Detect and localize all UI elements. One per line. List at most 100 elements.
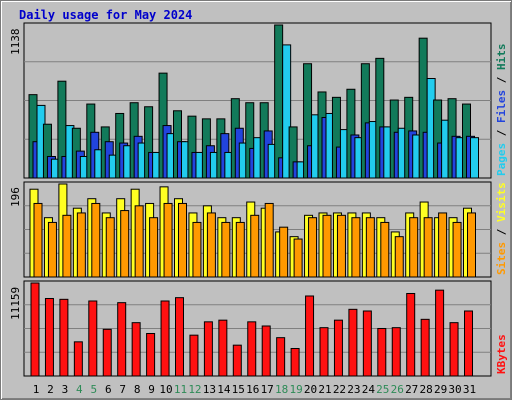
sites-bar-day-7 — [120, 210, 130, 278]
legend-part: / — [495, 123, 508, 143]
sites-bar-day-1 — [33, 202, 43, 278]
legend-part: Hits — [495, 43, 508, 71]
sites-bar-day-25 — [380, 221, 390, 278]
sites-bar-day-23 — [351, 217, 361, 278]
x-tick-label-day-28: 28 — [420, 383, 433, 396]
sites-bar-day-10 — [163, 202, 173, 278]
kbytes-bar-day-2 — [44, 297, 54, 377]
sites-bar-day-2 — [47, 221, 57, 278]
kbytes-bar-day-12 — [189, 334, 199, 377]
x-tick-label-day-24: 24 — [362, 383, 376, 396]
x-tick-label-day-9: 9 — [148, 383, 155, 396]
x-tick-label-day-6: 6 — [105, 383, 112, 396]
x-tick-label-day-17: 17 — [261, 383, 274, 396]
chart-title: Daily usage for May 2024 — [19, 8, 193, 22]
kbytes-bar-day-19 — [290, 347, 300, 377]
kbytes-ymax-label: 11159 — [9, 286, 22, 320]
sites-bar-day-27 — [409, 217, 419, 278]
kbytes-bar-day-8 — [131, 322, 141, 377]
x-tick-label-day-30: 30 — [448, 383, 461, 396]
x-tick-label-day-20: 20 — [304, 383, 317, 396]
x-tick-label-day-25: 25 — [376, 383, 389, 396]
x-tick-label-day-8: 8 — [134, 383, 141, 396]
kbytes-bar-day-5 — [88, 300, 98, 377]
kbytes-bar-day-17 — [261, 325, 271, 377]
kbytes-bar-day-11 — [175, 297, 184, 377]
kbytes-bar-day-27 — [406, 292, 416, 377]
kbytes-bar-day-14 — [218, 319, 228, 377]
kbytes-bar-day-10 — [160, 300, 170, 377]
kbytes-bar-day-31 — [464, 310, 473, 377]
kbytes-bar-day-29 — [435, 289, 445, 377]
hits-files-pages-ymax-label: 1138 — [9, 28, 22, 56]
legend-part: Pages — [495, 142, 508, 176]
x-tick-label-day-19: 19 — [289, 383, 302, 396]
visits-sites-panel — [23, 181, 492, 278]
sites-bar-day-26 — [394, 236, 404, 278]
hits-files-pages-panel — [23, 22, 492, 179]
legend-part: Sites — [495, 241, 508, 275]
x-tick-label-day-22: 22 — [333, 383, 346, 396]
sites-bar-day-16 — [250, 214, 260, 278]
hits-files-pages-legend-label: Pages / Files / Hits — [495, 44, 508, 177]
x-tick-label-day-14: 14 — [217, 383, 231, 396]
sites-bar-day-21 — [322, 214, 332, 278]
kbytes-bar-day-15 — [232, 344, 242, 377]
kbytes-bar-day-7 — [117, 302, 127, 377]
kbytes-bar-day-28 — [420, 318, 430, 377]
x-tick-label-day-13: 13 — [203, 383, 216, 396]
x-tick-label-day-10: 10 — [159, 383, 172, 396]
kbytes-bar-day-18 — [276, 337, 286, 377]
x-tick-label-day-31: 31 — [463, 383, 476, 396]
sites-bar-day-15 — [235, 221, 245, 278]
sites-bar-day-28 — [423, 217, 433, 278]
sites-bar-day-5 — [91, 202, 101, 278]
kbytes-bar-day-1 — [30, 282, 40, 377]
sites-bar-day-19 — [293, 238, 303, 278]
x-tick-label-day-16: 16 — [246, 383, 259, 396]
sites-bar-day-18 — [279, 226, 289, 278]
sites-bar-day-6 — [105, 217, 115, 278]
sites-bar-day-8 — [134, 205, 144, 278]
sites-bar-day-17 — [264, 202, 274, 278]
sites-bar-day-13 — [206, 212, 216, 278]
legend-part: Visits — [495, 182, 508, 222]
kbytes-bar-day-13 — [203, 321, 213, 377]
hits-bar-day-18 — [274, 24, 284, 179]
kbytes-legend-label: KBytes — [495, 334, 508, 374]
x-tick-label-day-29: 29 — [434, 383, 447, 396]
sites-bar-day-12 — [192, 221, 202, 278]
legend-part: / — [495, 70, 508, 90]
sites-bar-day-11 — [178, 202, 187, 278]
x-tick-label-day-18: 18 — [275, 383, 288, 396]
sites-bar-day-30 — [452, 221, 462, 278]
kbytes-panel — [23, 280, 492, 377]
kbytes-bar-day-24 — [362, 310, 372, 377]
sites-bar-day-9 — [149, 217, 159, 278]
kbytes-bar-day-16 — [247, 321, 257, 377]
x-tick-label-day-3: 3 — [62, 383, 69, 396]
legend-part: KBytes — [495, 334, 508, 374]
x-tick-label-day-23: 23 — [347, 383, 360, 396]
x-tick-label-day-2: 2 — [47, 383, 54, 396]
visits-sites-legend-label: Sites / Visits — [495, 182, 508, 275]
x-tick-label-day-7: 7 — [119, 383, 126, 396]
x-tick-label-day-21: 21 — [318, 383, 331, 396]
x-tick-label-day-26: 26 — [391, 383, 404, 396]
kbytes-bar-day-21 — [319, 327, 329, 377]
x-tick-label-day-15: 15 — [232, 383, 245, 396]
kbytes-bar-day-23 — [348, 308, 358, 377]
x-tick-label-day-5: 5 — [90, 383, 97, 396]
pages-bar-day-31 — [470, 137, 479, 179]
sites-bar-day-3 — [62, 214, 72, 278]
legend-part: / — [495, 222, 508, 242]
kbytes-bar-day-22 — [333, 319, 343, 377]
x-tick-label-day-12: 12 — [188, 383, 201, 396]
x-tick-label-day-4: 4 — [76, 383, 83, 396]
x-tick-label-day-27: 27 — [405, 383, 418, 396]
kbytes-bar-day-6 — [102, 328, 112, 377]
kbytes-bar-day-3 — [59, 298, 69, 377]
x-tick-label-day-11: 11 — [174, 383, 187, 396]
kbytes-bar-day-30 — [449, 322, 459, 377]
